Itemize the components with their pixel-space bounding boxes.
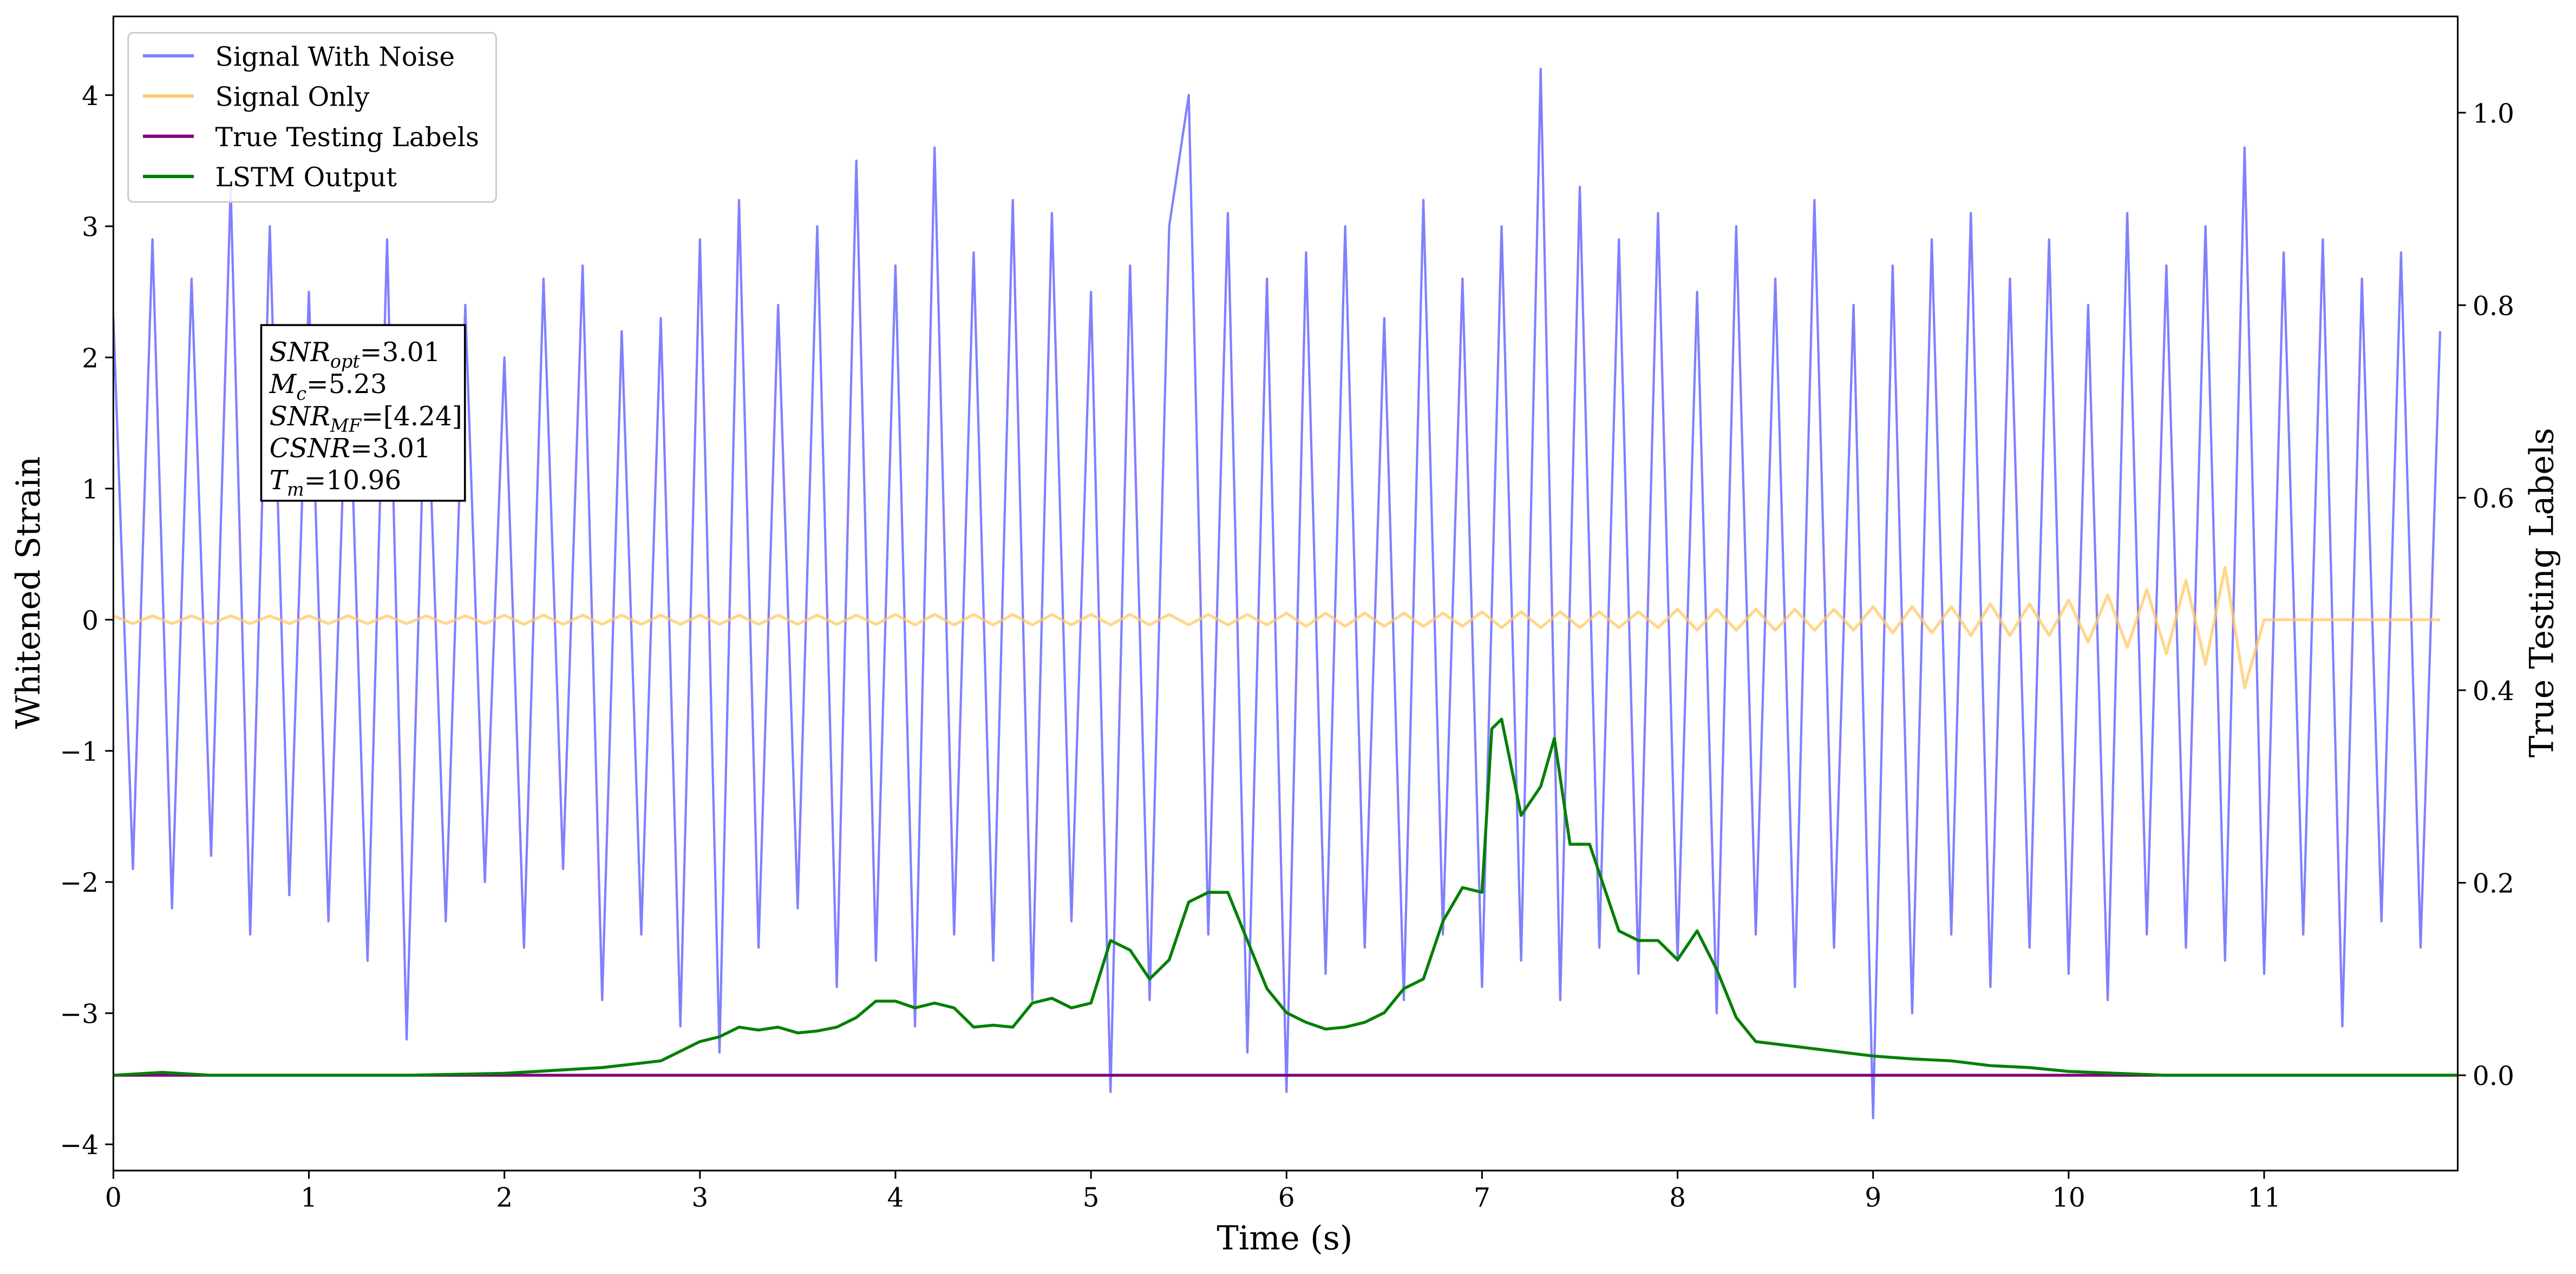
annotation-box: SNRopt=3.01Mc=5.23SNRMF=[4.24]CSNR=3.01T… [260, 324, 466, 502]
series-line [113, 717, 2458, 1077]
x-tick-label: 8 [1669, 1183, 1686, 1213]
x-tick-label: 11 [2247, 1183, 2281, 1213]
y-tick-label: 1 [82, 475, 99, 505]
annotation-symbol: SNR [270, 337, 330, 368]
x-tick-label: 2 [496, 1183, 513, 1213]
annotation-subscript: MF [330, 415, 362, 436]
annotation-symbol: CSNR [270, 433, 350, 463]
annotation-symbol: T [270, 466, 289, 496]
annotation-line: SNRMF=[4.24] [270, 401, 462, 436]
x-tick-label: 3 [691, 1183, 708, 1213]
legend-label: Signal Only [215, 82, 370, 113]
x-tick-label: 4 [887, 1183, 904, 1213]
annotation-subscript: c [296, 383, 306, 404]
y2-tick-label: 0.8 [2473, 291, 2514, 322]
x-tick-label: 1 [300, 1183, 317, 1213]
annotation-symbol: SNR [270, 401, 330, 432]
y-tick-label: −2 [60, 868, 99, 898]
annotation-line: SNRopt=3.01 [270, 337, 441, 372]
y2-tick-label: 1.0 [2473, 99, 2514, 129]
series-line [113, 68, 2442, 1120]
annotation-text: =3.01 [360, 337, 441, 368]
annotation-line: Mc=5.23 [269, 369, 387, 404]
y2-tick-label: 0.2 [2473, 869, 2514, 899]
annotation-text: =10.96 [304, 466, 402, 496]
overlay: 0 1 2 3 4 5 6 7 8 9 10 11 −4 −3 −2 −1 0 1 2 3 4 0.0 0.2 0.4 0.6 0… [60, 32, 2514, 1213]
y2-tick-label: 0.4 [2473, 676, 2514, 707]
annotation-subscript: opt [330, 351, 360, 372]
annotation-symbol: M [269, 369, 297, 400]
x-tick-label: 10 [2052, 1183, 2085, 1213]
y-tick-label: 0 [82, 606, 99, 636]
y2-axis-label: True Testing Labels [2523, 428, 2561, 757]
series-line [113, 565, 2441, 690]
y-tick-label: 2 [82, 343, 99, 374]
annotation-line: CSNR=3.01 [270, 433, 431, 463]
legend-frame [127, 32, 497, 203]
y2-tick-label: 0.6 [2473, 484, 2514, 514]
annotation-text: =[4.24] [361, 401, 462, 432]
x-tick-label: 9 [1865, 1183, 1881, 1213]
x-tick-label: 5 [1083, 1183, 1100, 1213]
annotation-frame [260, 324, 466, 502]
annotation-text: =3.01 [350, 433, 431, 463]
legend: Signal With Noise Signal Only True Testing… [127, 32, 497, 203]
legend-label: True Testing Labels [215, 122, 479, 153]
x-tick-label: 0 [105, 1183, 122, 1213]
y-tick-label: −3 [60, 999, 99, 1030]
annotation-subscript: m [287, 479, 304, 500]
y2-tick-label: 0.0 [2473, 1061, 2514, 1092]
y-tick-label: −4 [60, 1131, 99, 1161]
x-axis-label: Time (s) [1217, 1220, 1352, 1258]
legend-label: Signal With Noise [215, 42, 455, 72]
annotation-line: Tm=10.96 [270, 466, 402, 500]
y-tick-label: −1 [60, 737, 99, 767]
annotation-text: =5.23 [306, 369, 387, 400]
y-tick-label: 4 [82, 81, 99, 112]
x-tick-label: 7 [1474, 1183, 1490, 1213]
plot-area [113, 68, 2458, 1120]
y-axis-label: Whitened Strain [10, 456, 48, 729]
legend-label: LSTM Output [215, 162, 397, 193]
axes-frame [112, 15, 2459, 1172]
y-tick-label: 3 [82, 212, 99, 243]
x-tick-label: 6 [1278, 1183, 1295, 1213]
